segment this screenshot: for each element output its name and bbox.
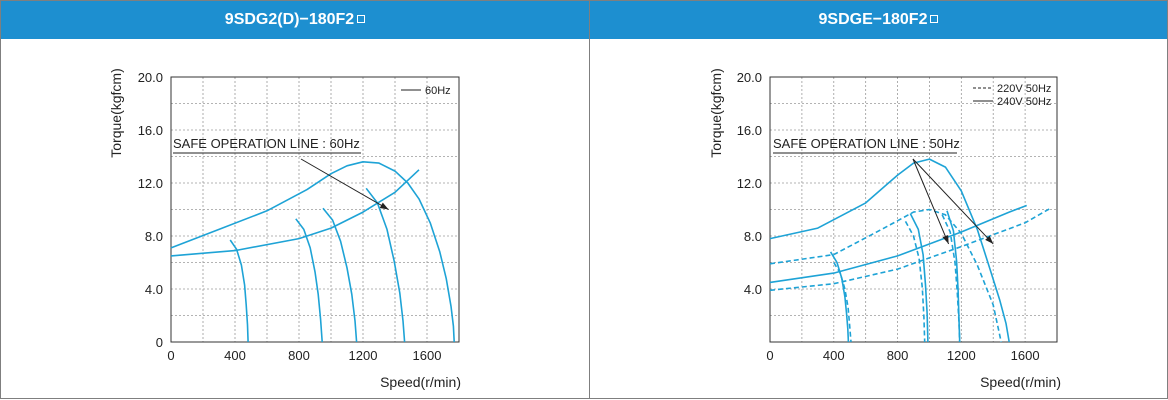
y-tick-label: 12.0 <box>138 176 163 191</box>
series-line <box>904 221 926 343</box>
legend-label: 240V 50Hz <box>997 96 1051 108</box>
y-tick-label: 12.0 <box>737 176 762 191</box>
x-tick-label: 0 <box>766 348 773 363</box>
x-tick-label: 0 <box>167 348 174 363</box>
series-line <box>322 207 358 343</box>
x-tick-label: 1200 <box>947 348 976 363</box>
x-tick-label: 800 <box>887 348 909 363</box>
series-line <box>170 161 455 343</box>
legend-label: 220V 50Hz <box>997 83 1051 95</box>
arrowhead-icon <box>942 235 949 244</box>
series-line <box>833 262 852 343</box>
series-line <box>170 169 420 257</box>
y-tick-label: 20.0 <box>737 70 762 85</box>
y-tick-label: 0 <box>156 335 163 350</box>
annotation-arrow <box>912 158 950 245</box>
y-tick-label: 8.0 <box>744 229 762 244</box>
annotation-arrow <box>300 158 389 210</box>
plot-frame <box>769 76 1058 343</box>
y-tick-label: 20.0 <box>138 70 163 85</box>
series-line <box>769 208 1002 343</box>
arrowhead-icon <box>379 202 389 210</box>
x-axis-label: Speed(r/min) <box>380 374 461 390</box>
panel-title: 9SDG2(D)−180F2 <box>224 11 355 28</box>
torque-speed-chart: 0 400 800 1200 1600 4.0 8.0 12.0 16.0 20.0 Speed(r… <box>708 68 1061 390</box>
x-tick-label: 800 <box>288 348 310 363</box>
series-line <box>909 213 929 343</box>
y-tick-label: 4.0 <box>744 282 762 297</box>
series-line <box>295 218 323 343</box>
chart-panel-right: 9SDGE−180F2 0 400 800 1200 1600 4.0 8.0 12.0 16.… <box>589 0 1168 399</box>
series-line <box>769 207 1051 292</box>
y-axis-label: Torque(kgfcm) <box>108 68 124 157</box>
safe-operation-label: SAFE OPERATION LINE : 50Hz <box>773 136 960 151</box>
panel-header: 9SDG2(D)−180F2 <box>1 1 589 39</box>
panel-header: 9SDGE−180F2 <box>590 1 1167 39</box>
y-tick-label: 4.0 <box>145 282 163 297</box>
y-axis-label: Torque(kgfcm) <box>708 68 724 157</box>
y-tick-label: 16.0 <box>138 123 163 138</box>
legend-label: 60Hz <box>425 85 451 97</box>
small-square-icon <box>357 15 366 23</box>
series-line <box>365 187 406 343</box>
torque-speed-chart: 0 400 800 1200 1600 0 4.0 8.0 12.0 16.0 20.0 Speed(… <box>108 68 461 390</box>
chart-panel-left: 9SDG2(D)−180F2 0 400 800 1200 1600 0 4.0 8.0 12.… <box>0 0 590 399</box>
x-tick-label: 1200 <box>349 348 378 363</box>
x-axis-label: Speed(r/min) <box>980 374 1061 390</box>
safe-operation-label: SAFE OPERATION LINE : 60Hz <box>173 136 360 151</box>
panel-title: 9SDGE−180F2 <box>818 11 928 28</box>
arrowhead-icon <box>985 235 994 244</box>
y-tick-label: 16.0 <box>737 123 762 138</box>
series-line <box>769 204 1027 284</box>
x-tick-label: 400 <box>823 348 845 363</box>
series-line <box>769 158 1010 343</box>
series-line <box>941 214 961 343</box>
series-line <box>829 251 850 343</box>
series-line <box>229 239 249 343</box>
x-tick-label: 400 <box>224 348 246 363</box>
plot-frame <box>170 76 460 343</box>
y-tick-label: 8.0 <box>145 229 163 244</box>
x-tick-label: 1600 <box>413 348 442 363</box>
small-square-icon <box>930 15 939 23</box>
x-tick-label: 1600 <box>1011 348 1040 363</box>
annotation-arrow <box>912 158 994 245</box>
